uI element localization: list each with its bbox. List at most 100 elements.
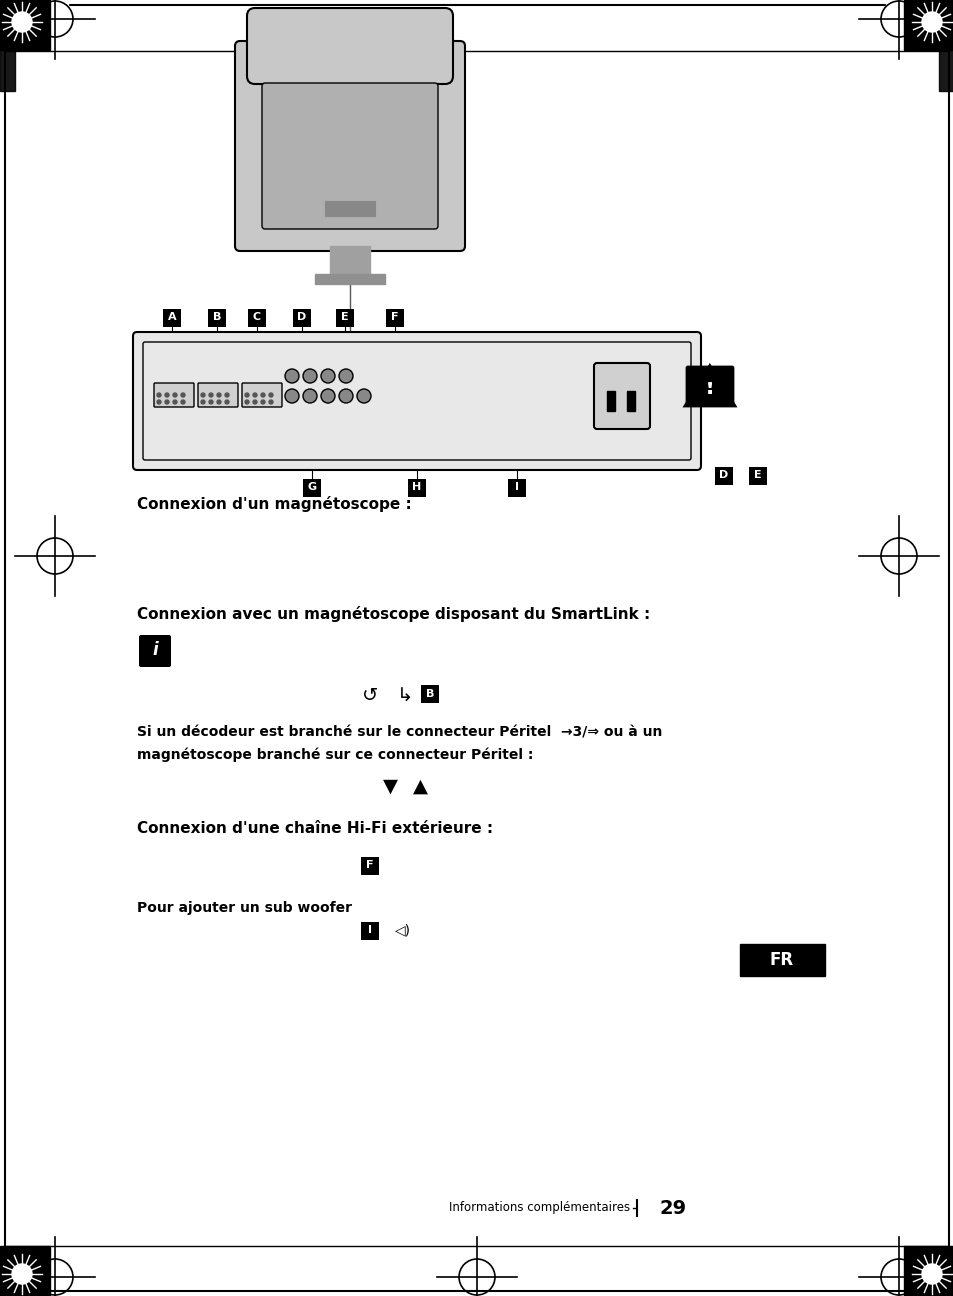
Bar [606,391,615,411]
Text: ↳: ↳ [396,687,413,705]
FancyBboxPatch shape [242,384,282,407]
Bar [903,1245,953,1296]
Bar [740,943,824,976]
FancyBboxPatch shape [748,467,766,485]
Circle shape [209,400,213,404]
Text: F: F [391,312,398,321]
Circle shape [338,389,353,403]
Polygon shape [684,365,734,406]
Circle shape [216,393,221,397]
Text: ▲: ▲ [700,360,719,384]
Text: !: ! [704,378,715,398]
Text: A: A [168,312,176,321]
Text: ▲: ▲ [412,776,427,796]
Circle shape [911,3,951,41]
Text: Si un décodeur est branché sur le connecteur Péritel  →3/⇒ ou à un: Si un décodeur est branché sur le connec… [137,726,661,740]
Circle shape [165,393,169,397]
FancyBboxPatch shape [420,686,438,702]
Circle shape [261,400,265,404]
Text: H: H [412,482,421,492]
Text: I: I [368,925,372,934]
Text: E: E [754,470,761,480]
Circle shape [12,12,32,32]
Text: E: E [341,312,349,321]
Circle shape [245,393,249,397]
Text: magnétoscope branché sur ce connecteur Péritel :: magnétoscope branché sur ce connecteur P… [137,748,533,762]
FancyBboxPatch shape [163,308,181,327]
FancyBboxPatch shape [208,308,226,327]
FancyBboxPatch shape [139,635,171,667]
Text: F: F [366,861,374,870]
Text: Connexion d'un magnétoscope :: Connexion d'un magnétoscope : [137,496,412,512]
Circle shape [172,400,177,404]
Circle shape [911,1255,951,1293]
Text: Informations complémentaires: Informations complémentaires [449,1201,629,1214]
FancyBboxPatch shape [248,308,266,327]
Text: 29: 29 [659,1199,686,1217]
FancyBboxPatch shape [132,332,700,470]
Text: i: i [152,642,157,658]
Circle shape [303,389,316,403]
Circle shape [2,1255,42,1293]
Text: Connexion d'une chaîne Hi-Fi extérieure :: Connexion d'une chaîne Hi-Fi extérieure … [137,820,493,836]
Text: D: D [297,312,306,321]
Text: ◁): ◁) [395,923,411,937]
Bar [314,273,385,284]
Circle shape [225,393,229,397]
Text: B: B [213,312,221,321]
Circle shape [216,400,221,404]
Bar [903,0,953,51]
Circle shape [2,3,42,41]
Circle shape [253,400,256,404]
Text: I: I [515,482,518,492]
Text: D: D [719,470,728,480]
FancyBboxPatch shape [303,480,320,496]
Circle shape [269,400,273,404]
FancyBboxPatch shape [386,308,403,327]
Circle shape [12,1264,32,1284]
FancyBboxPatch shape [247,8,453,84]
Circle shape [253,393,256,397]
Bar [626,391,635,411]
Circle shape [269,393,273,397]
Circle shape [320,369,335,384]
Circle shape [338,369,353,384]
Text: B: B [425,689,434,699]
Bar [325,201,375,216]
FancyBboxPatch shape [335,308,354,327]
Circle shape [261,393,265,397]
Circle shape [921,1264,941,1284]
Circle shape [157,393,161,397]
Circle shape [285,389,298,403]
Bar [938,41,953,91]
Circle shape [181,393,185,397]
Circle shape [921,12,941,32]
Circle shape [285,369,298,384]
FancyBboxPatch shape [153,384,193,407]
FancyBboxPatch shape [714,467,732,485]
Circle shape [225,400,229,404]
Circle shape [320,389,335,403]
FancyBboxPatch shape [293,308,311,327]
FancyBboxPatch shape [262,83,437,229]
Text: Connexion avec un magnétoscope disposant du SmartLink :: Connexion avec un magnétoscope disposant… [137,607,650,622]
Circle shape [157,400,161,404]
Text: Pour ajouter un sub woofer: Pour ajouter un sub woofer [137,901,352,915]
Text: C: C [253,312,261,321]
FancyBboxPatch shape [360,921,378,940]
Bar [885,0,953,38]
Bar [0,0,68,38]
FancyBboxPatch shape [408,480,426,496]
Bar [330,246,370,276]
Circle shape [201,393,205,397]
FancyBboxPatch shape [686,367,732,404]
FancyBboxPatch shape [234,41,464,251]
Circle shape [201,400,205,404]
FancyBboxPatch shape [594,363,649,429]
Circle shape [209,393,213,397]
FancyBboxPatch shape [507,480,525,496]
Text: FR: FR [769,951,793,969]
Circle shape [172,393,177,397]
FancyBboxPatch shape [143,342,690,460]
Bar [0,41,15,91]
